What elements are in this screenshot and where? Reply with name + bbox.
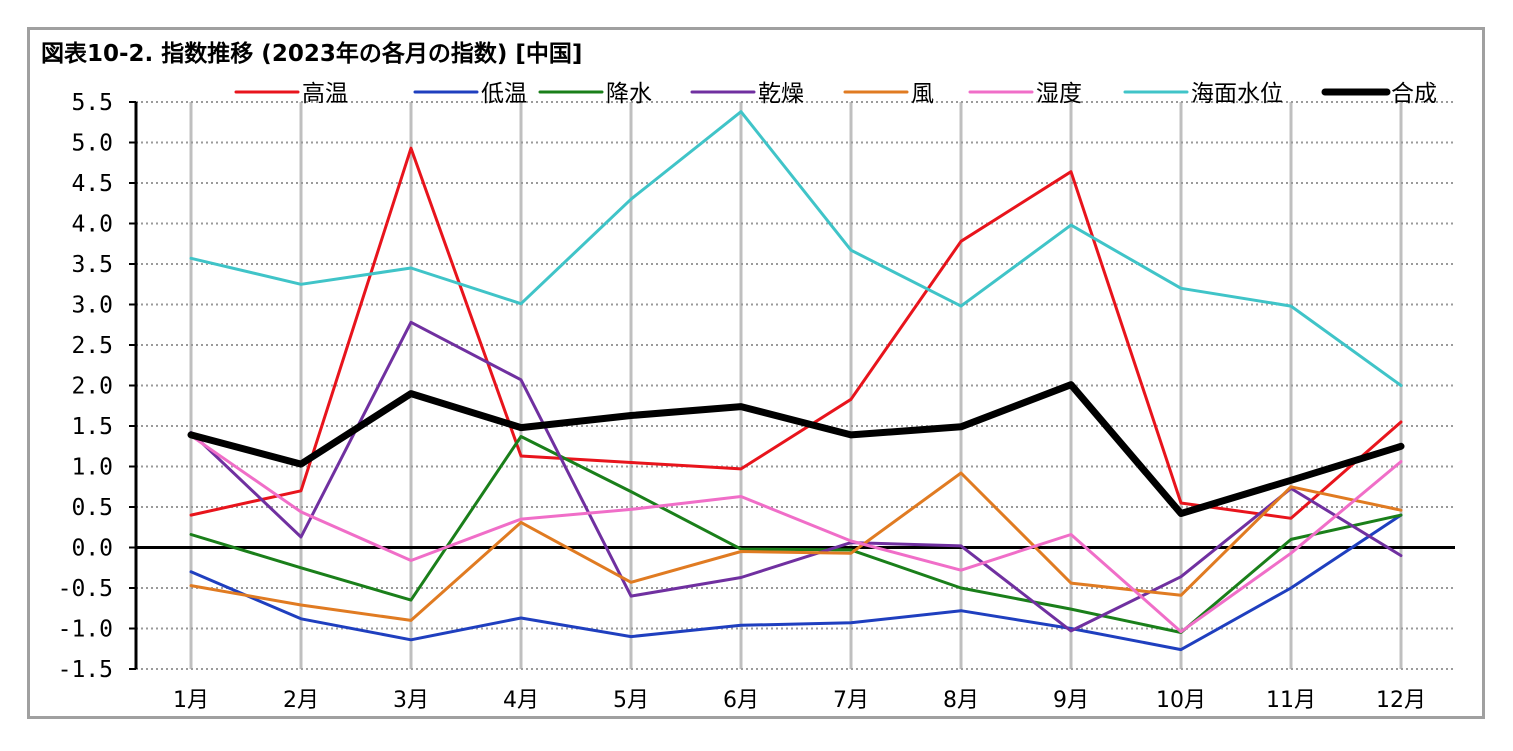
series-line-湿度 xyxy=(189,434,1403,634)
y-tick-label: 5.5 xyxy=(71,90,113,116)
x-tick-label: 5月 xyxy=(613,688,649,713)
x-tick-label: 6月 xyxy=(723,688,759,713)
series-line-海面水位 xyxy=(189,110,1403,387)
legend-label: 合成 xyxy=(1391,81,1437,107)
axes xyxy=(129,101,1455,670)
x-tick-label: 10月 xyxy=(1156,688,1206,713)
x-tick-label: 4月 xyxy=(503,688,539,713)
x-tick-label: 7月 xyxy=(833,688,869,713)
legend-label: 海面水位 xyxy=(1191,81,1283,107)
series-line-乾燥 xyxy=(189,320,1403,633)
series-line-高温 xyxy=(189,146,1403,520)
x-tick-label: 2月 xyxy=(283,688,319,713)
series-line-風 xyxy=(189,471,1403,622)
legend-label: 高温 xyxy=(302,81,348,107)
x-tick-label: 1月 xyxy=(173,688,209,713)
y-tick-label: 4.0 xyxy=(71,212,113,238)
chart-title: 図表10-2. 指数推移 (2023年の各月の指数) [中国] xyxy=(41,41,583,67)
y-tick-label: 1.5 xyxy=(71,414,113,440)
y-tick-label: 2.0 xyxy=(71,374,113,400)
legend: 高温 低温 降水 乾燥 風 湿度 海面水位 合成 xyxy=(234,81,1437,107)
y-tick-label: 3.0 xyxy=(71,293,113,319)
series-line-低温 xyxy=(189,513,1403,652)
y-tick-label: -1.5 xyxy=(58,657,113,683)
y-axis-ticks: 5.5 5.0 4.5 4.0 3.5 3.0 2.5 2.0 1.5 1.0 0.5 0.0 -0.5… xyxy=(58,90,113,683)
legend-label: 乾燥 xyxy=(758,81,804,107)
x-tick-label: 8月 xyxy=(943,688,979,713)
grid-lines xyxy=(136,101,1455,670)
x-tick-label: 3月 xyxy=(393,688,429,713)
y-tick-label: 2.5 xyxy=(71,333,113,359)
legend-label: 降水 xyxy=(606,81,652,107)
x-tick-label: 9月 xyxy=(1053,688,1089,713)
y-tick-label: -0.5 xyxy=(58,576,113,602)
legend-label: 低温 xyxy=(481,81,527,107)
y-tick-label: 0.0 xyxy=(71,536,113,562)
y-tick-label: 4.5 xyxy=(71,171,113,197)
y-tick-label: 0.5 xyxy=(71,495,113,521)
legend-label: 風 xyxy=(911,81,934,107)
y-tick-label: -1.0 xyxy=(58,617,113,643)
series-line-合成 xyxy=(187,381,1405,517)
y-tick-label: 5.0 xyxy=(71,131,113,157)
series-lines xyxy=(187,110,1405,652)
x-axis-ticks: 1月 2月 3月 4月 5月 6月 7月 8月 9月 10月 11月 12月 xyxy=(173,688,1426,713)
x-tick-label: 11月 xyxy=(1266,688,1316,713)
legend-label: 湿度 xyxy=(1036,81,1082,107)
x-tick-label: 12月 xyxy=(1376,688,1426,713)
y-tick-label: 3.5 xyxy=(71,252,113,278)
y-tick-label: 1.0 xyxy=(71,455,113,481)
